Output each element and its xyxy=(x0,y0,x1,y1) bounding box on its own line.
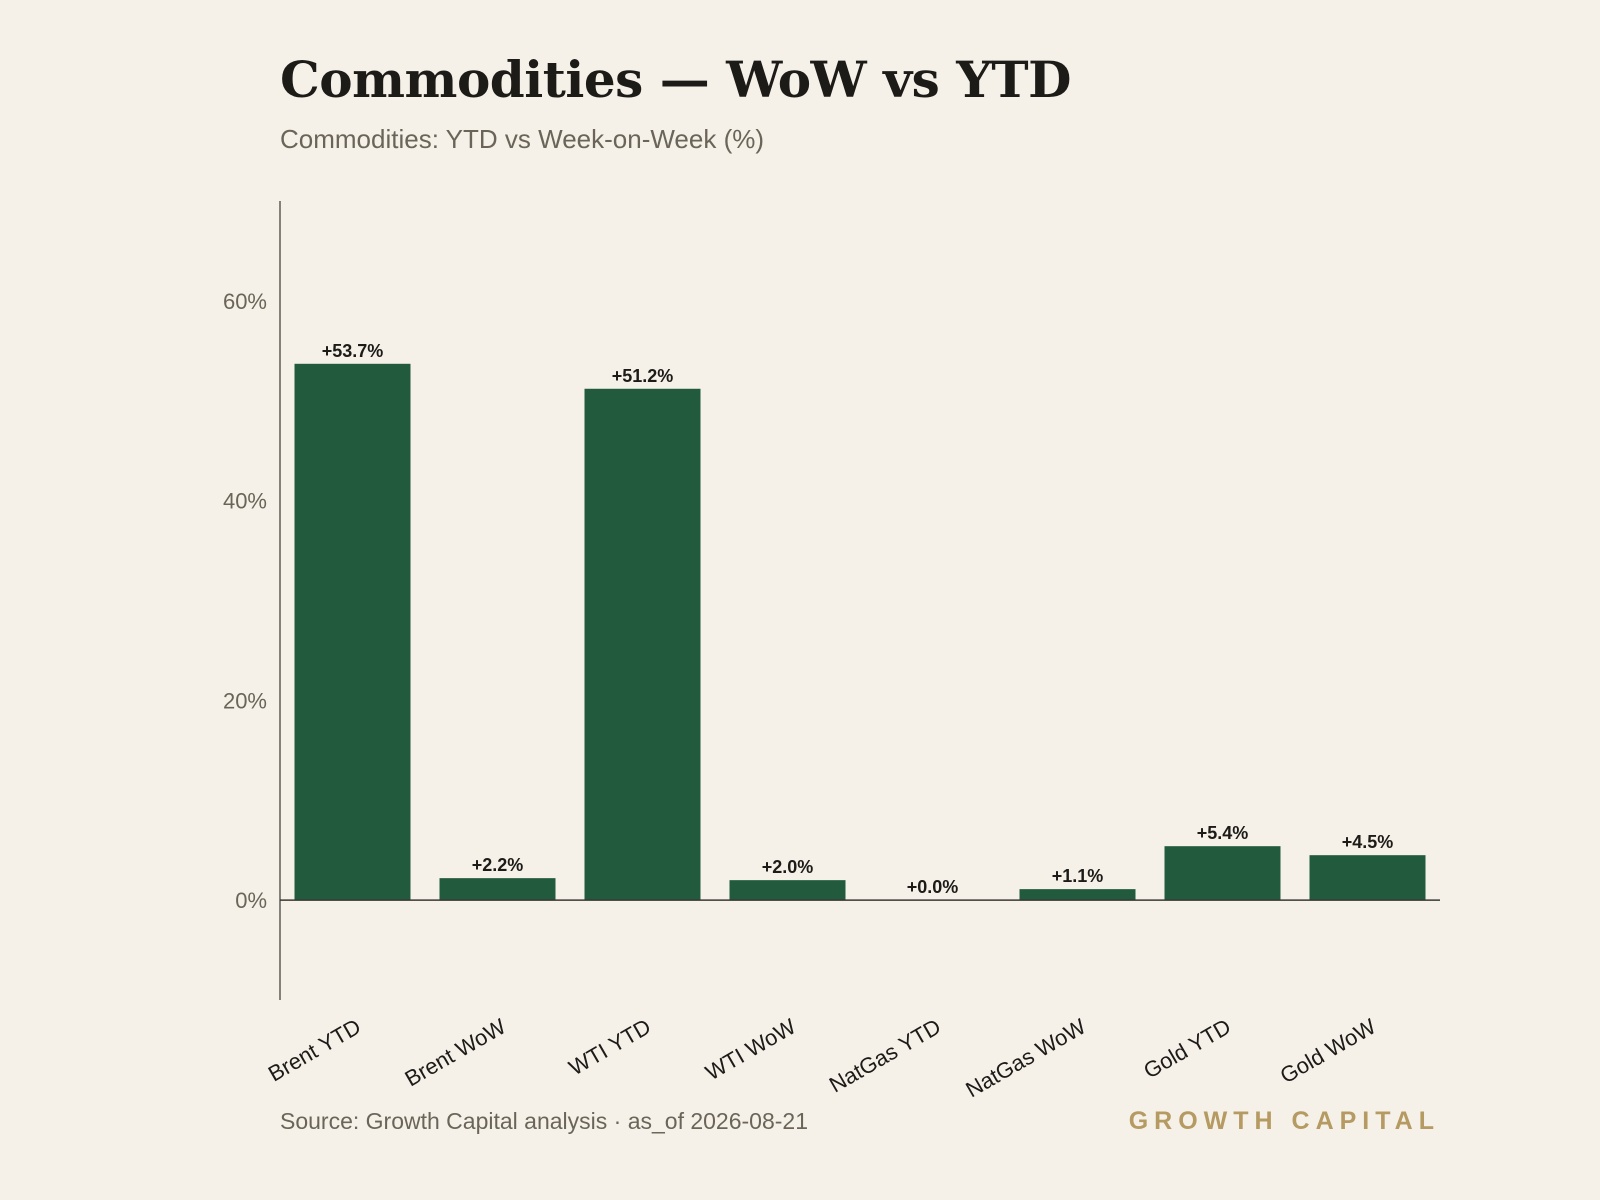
x-tick-label: WTI WoW xyxy=(701,1014,800,1086)
bar xyxy=(729,880,846,901)
y-tick-label: 60% xyxy=(223,289,267,314)
bar xyxy=(1309,855,1426,901)
bar xyxy=(1019,889,1136,901)
x-tick-label: NatGas YTD xyxy=(825,1014,945,1098)
bar-value-label: +4.5% xyxy=(1342,832,1394,852)
bar xyxy=(294,363,411,901)
bar xyxy=(439,878,556,901)
source-note: Source: Growth Capital analysis · as_of … xyxy=(280,1108,809,1134)
bar xyxy=(1164,846,1281,901)
brand-wordmark: GROWTH CAPITAL xyxy=(1128,1107,1440,1135)
y-tick-label: 20% xyxy=(223,688,267,713)
bar-value-label: +53.7% xyxy=(322,341,384,361)
y-tick-label: 0% xyxy=(235,888,267,913)
y-tick-label: 40% xyxy=(223,489,267,514)
chart-title: Commodities — WoW vs YTD xyxy=(280,50,1071,109)
x-tick-label: Brent YTD xyxy=(264,1014,365,1087)
bar-value-label: +2.0% xyxy=(762,857,814,877)
x-tick-label: WTI YTD xyxy=(565,1014,655,1081)
x-tick-label: Brent WoW xyxy=(400,1014,510,1092)
x-tick-label: Gold YTD xyxy=(1139,1014,1235,1084)
bar-value-label: +0.0% xyxy=(907,877,959,897)
bar xyxy=(584,388,701,901)
bar-value-label: +2.2% xyxy=(472,855,524,875)
chart-subtitle: Commodities: YTD vs Week-on-Week (%) xyxy=(280,124,765,154)
bar-value-label: +1.1% xyxy=(1052,866,1104,886)
bar-value-label: +51.2% xyxy=(612,366,674,386)
bar-value-label: +5.4% xyxy=(1197,823,1249,843)
x-tick-label: NatGas WoW xyxy=(961,1014,1090,1103)
x-tick-label: Gold WoW xyxy=(1276,1014,1380,1089)
